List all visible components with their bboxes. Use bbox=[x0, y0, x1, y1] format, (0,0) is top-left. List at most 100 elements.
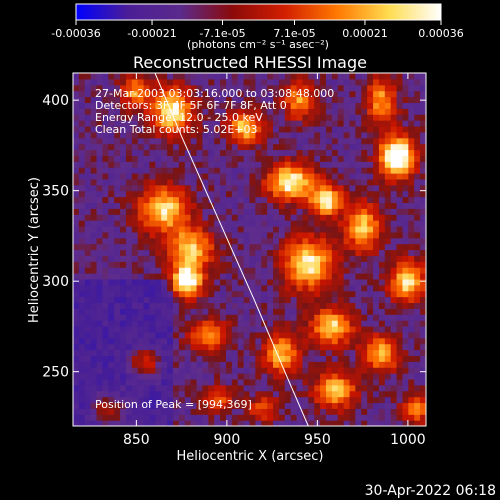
heatmap-cell bbox=[96, 278, 104, 286]
heatmap-cell bbox=[420, 78, 426, 86]
heatmap-cell bbox=[420, 231, 426, 239]
heatmap-cell bbox=[155, 355, 162, 362]
heatmap-cell bbox=[178, 355, 186, 362]
heatmap-cell bbox=[278, 90, 286, 98]
heatmap-cell bbox=[84, 396, 92, 404]
heatmap-cell bbox=[325, 131, 333, 139]
heatmap-cell bbox=[184, 78, 192, 86]
heatmap-cell bbox=[173, 137, 180, 145]
heatmap-cell bbox=[373, 325, 380, 333]
heatmap-cell bbox=[331, 173, 339, 180]
heatmap-cell bbox=[96, 84, 104, 92]
heatmap-cell bbox=[249, 90, 256, 98]
heatmap-cell bbox=[337, 420, 345, 426]
heatmap-cell bbox=[214, 78, 221, 86]
heatmap-cell bbox=[290, 231, 298, 239]
heatmap-cell bbox=[373, 396, 380, 404]
heatmap-cell bbox=[243, 131, 251, 139]
heatmap-cell bbox=[184, 343, 192, 351]
heatmap-cell bbox=[102, 331, 109, 339]
heatmap-cell bbox=[120, 396, 127, 404]
heatmap-cell bbox=[420, 261, 426, 268]
heatmap-cell bbox=[125, 402, 133, 409]
heatmap-cell bbox=[396, 349, 404, 356]
heatmap-cell bbox=[414, 173, 421, 180]
heatmap-cell bbox=[378, 337, 386, 345]
heatmap-cell bbox=[320, 308, 327, 315]
heatmap-cell bbox=[84, 273, 92, 280]
heatmap-cell bbox=[331, 78, 339, 86]
heatmap-cell bbox=[384, 155, 392, 162]
heatmap-cell bbox=[361, 78, 368, 86]
heatmap-cell bbox=[302, 320, 309, 327]
heatmap-cell bbox=[184, 296, 192, 304]
heatmap-cell bbox=[337, 249, 345, 256]
heatmap-cell bbox=[278, 273, 286, 280]
heatmap-cell bbox=[308, 96, 315, 104]
heatmap-cell bbox=[314, 302, 321, 309]
heatmap-cell bbox=[302, 308, 309, 315]
heatmap-cell bbox=[131, 125, 139, 133]
heatmap-cell bbox=[102, 208, 109, 215]
heatmap-cell bbox=[255, 255, 262, 262]
heatmap-cell bbox=[249, 137, 256, 145]
heatmap-cell bbox=[384, 114, 392, 121]
heatmap-cell bbox=[337, 102, 345, 109]
heatmap-cell bbox=[155, 337, 162, 345]
heatmap-cell bbox=[325, 414, 333, 421]
heatmap-cell bbox=[131, 96, 139, 104]
heatmap-cell bbox=[137, 178, 145, 186]
heatmap-cell bbox=[261, 267, 268, 274]
heatmap-cell bbox=[178, 402, 186, 409]
heatmap-cell bbox=[408, 96, 415, 104]
heatmap-cell bbox=[273, 231, 280, 239]
heatmap-cell bbox=[349, 267, 356, 274]
heatmap-cell bbox=[108, 355, 115, 362]
heatmap-cell bbox=[349, 73, 356, 80]
heatmap-cell bbox=[314, 331, 321, 339]
heatmap-cell bbox=[290, 143, 298, 151]
heatmap-cell bbox=[96, 173, 104, 180]
heatmap-cell bbox=[337, 190, 345, 198]
heatmap-cell bbox=[178, 361, 186, 368]
heatmap-cell bbox=[114, 73, 121, 80]
heatmap-cell bbox=[73, 367, 80, 374]
heatmap-cell bbox=[255, 220, 262, 227]
heatmap-cell bbox=[367, 173, 374, 180]
heatmap-cell bbox=[102, 137, 109, 145]
heatmap-cell bbox=[308, 267, 315, 274]
heatmap-cell bbox=[73, 284, 80, 292]
heatmap-cell bbox=[220, 267, 227, 274]
heatmap-cell bbox=[273, 249, 280, 256]
heatmap-cell bbox=[155, 190, 162, 198]
heatmap-cell bbox=[414, 361, 421, 368]
heatmap-cell bbox=[237, 161, 245, 168]
heatmap-cell bbox=[78, 314, 86, 321]
heatmap-cell bbox=[337, 396, 345, 404]
heatmap-cell bbox=[390, 102, 398, 109]
heatmap-cell bbox=[125, 108, 133, 115]
heatmap-cell bbox=[190, 290, 198, 298]
heatmap-cell bbox=[325, 284, 333, 292]
heatmap-cell bbox=[73, 173, 80, 180]
heatmap-cell bbox=[367, 167, 374, 174]
heatmap-cell bbox=[267, 414, 274, 421]
heatmap-cell bbox=[302, 349, 309, 356]
heatmap-cell bbox=[214, 243, 221, 251]
heatmap-cell bbox=[396, 237, 404, 245]
heatmap-cell bbox=[108, 414, 115, 421]
heatmap-cell bbox=[384, 325, 392, 333]
heatmap-cell bbox=[155, 120, 162, 127]
heatmap-cell bbox=[78, 96, 86, 104]
heatmap-cell bbox=[396, 161, 404, 168]
heatmap-cell bbox=[337, 149, 345, 156]
heatmap-cell bbox=[78, 296, 86, 304]
heatmap-cell bbox=[178, 414, 186, 421]
heatmap-cell bbox=[149, 373, 156, 380]
heatmap-cell bbox=[261, 349, 268, 356]
heatmap-cell bbox=[208, 208, 215, 215]
heatmap-cell bbox=[173, 196, 180, 204]
heatmap-cell bbox=[331, 125, 339, 133]
heatmap-cell bbox=[114, 261, 121, 268]
heatmap-cell bbox=[208, 173, 215, 180]
